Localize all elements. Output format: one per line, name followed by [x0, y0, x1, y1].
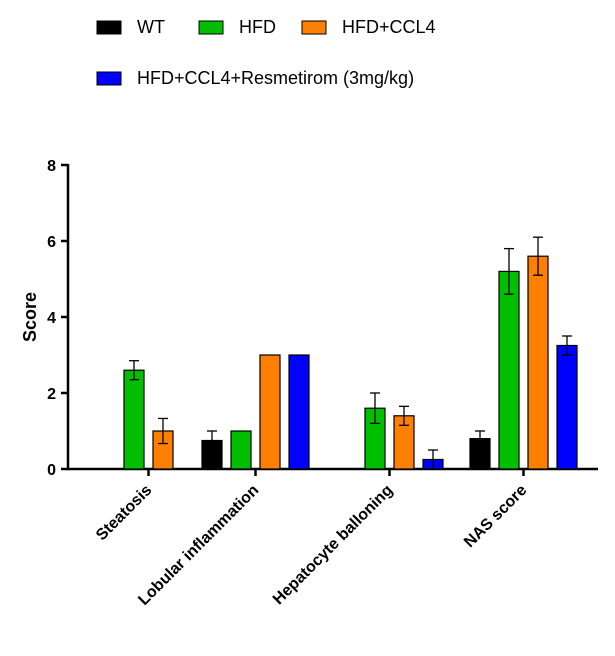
bar-nas-score-hfd — [498, 270, 520, 470]
bar-lobular-inflammation-hfd — [230, 430, 252, 470]
error-bars — [129, 236, 572, 470]
y-tick-label-8: 8 — [47, 158, 56, 175]
legend-label-hfd: HFD — [239, 17, 276, 37]
bar-steatosis-hfd — [123, 369, 145, 470]
x-tick-label-steatosis: Steatosis — [93, 482, 155, 544]
y-tick-label-0: 0 — [47, 462, 56, 479]
x-tick-label-lobular-inflammation: Lobular inflammation — [135, 482, 262, 609]
bar-lobular-inflammation-hfd-ccl4-resmetirom-3mg-kg — [288, 354, 310, 470]
bar-nas-score-hfd-ccl4-resmetirom-3mg-kg — [556, 344, 578, 470]
legend: WT HFD HFD+CCL4 HFD+CCL4+Resmetirom (3mg/kg… — [96, 17, 436, 88]
legend-swatch-hfd — [198, 20, 224, 35]
y-tick-label-4: 4 — [47, 310, 56, 327]
y-axis-title: Score — [20, 292, 40, 342]
legend-swatch-hfd-ccl4-resmetirom-3mg-kg — [96, 71, 122, 86]
legend-label-hfd-ccl4: HFD+CCL4 — [342, 17, 436, 37]
legend-swatch-hfd-ccl4 — [301, 20, 327, 35]
x-tick-label-hepatocyte-balloning: Hepatocyte balloning — [270, 482, 396, 608]
bar-lobular-inflammation-hfd-ccl4 — [259, 354, 281, 470]
legend-label-hfd-ccl4-resmetirom-3mg-kg: HFD+CCL4+Resmetirom (3mg/kg) — [137, 68, 414, 88]
legend-swatch-wt — [96, 20, 122, 35]
bar-nas-score-hfd-ccl4 — [527, 255, 549, 470]
legend-label-wt: WT — [137, 17, 165, 37]
y-tick-label-6: 6 — [47, 234, 56, 251]
y-tick-label-2: 2 — [47, 386, 56, 403]
x-tick-label-nas-score: NAS score — [461, 482, 530, 551]
